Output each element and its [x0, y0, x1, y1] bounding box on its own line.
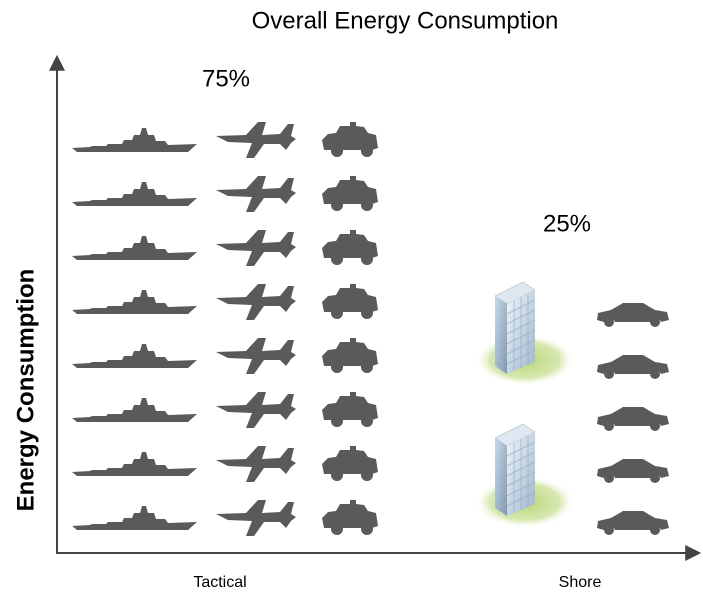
car-icon: [597, 355, 669, 379]
jet-icon: [216, 392, 296, 428]
car-icon: [597, 303, 669, 327]
truck-icon: [322, 284, 378, 319]
truck-icon: [322, 392, 378, 427]
car-icon: [597, 407, 669, 431]
chart-title: Overall Energy Consumption: [252, 7, 559, 34]
x-tick-label: Tactical: [193, 574, 246, 591]
tactical-icons: [72, 122, 378, 536]
truck-icon: [322, 338, 378, 373]
ship-icon: [72, 506, 197, 530]
jet-icon: [216, 284, 296, 320]
jet-icon: [216, 500, 296, 536]
truck-icon: [322, 122, 378, 157]
ship-icon: [72, 290, 197, 314]
ship-icon: [72, 344, 197, 368]
jet-icon: [216, 446, 296, 482]
value-label: 25%: [543, 210, 591, 237]
ship-icon: [72, 128, 197, 152]
ship-icon: [72, 398, 197, 422]
y-axis-label: Energy Consumption: [12, 269, 39, 512]
truck-icon: [322, 230, 378, 265]
jet-icon: [216, 176, 296, 212]
jet-icon: [216, 230, 296, 266]
truck-icon: [322, 500, 378, 535]
building-icon: [475, 423, 575, 529]
car-icon: [597, 459, 669, 483]
jet-icon: [216, 122, 296, 158]
ship-icon: [72, 182, 197, 206]
car-icon: [597, 511, 669, 535]
ship-icon: [72, 236, 197, 260]
ship-icon: [72, 452, 197, 476]
shore-icons: [475, 281, 669, 535]
x-tick-label: Shore: [559, 574, 602, 591]
value-label: 75%: [202, 65, 250, 92]
building-icon: [475, 281, 575, 387]
truck-icon: [322, 176, 378, 211]
jet-icon: [216, 338, 296, 374]
truck-icon: [322, 446, 378, 481]
